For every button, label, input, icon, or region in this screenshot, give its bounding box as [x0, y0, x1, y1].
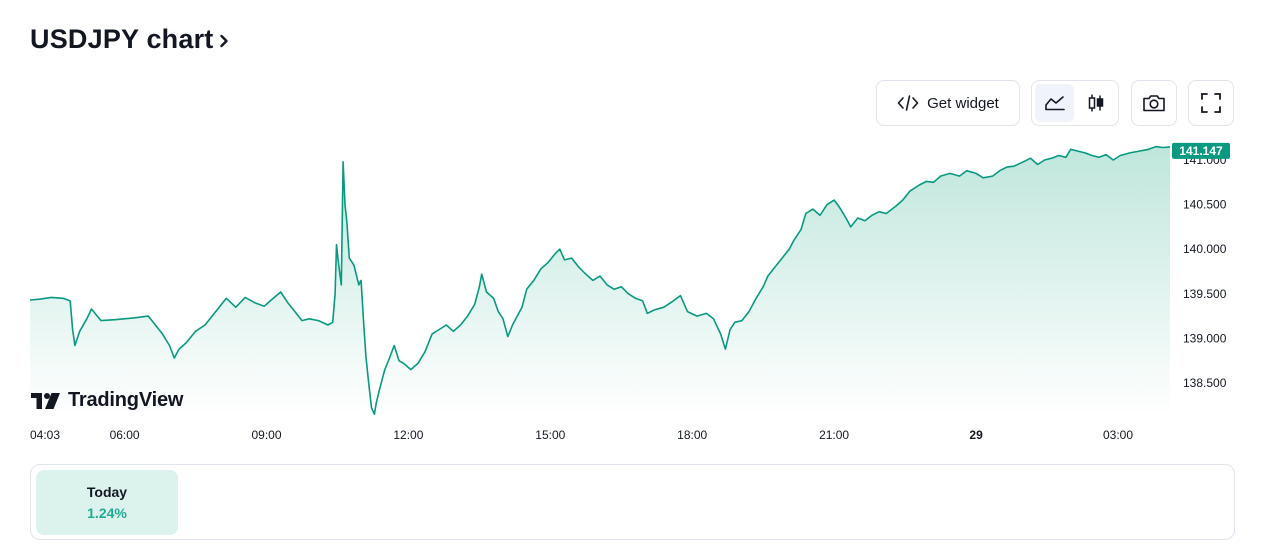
price-chart[interactable]: 141.000 140.500 140.000 139.500 139.000 138.5…	[0, 130, 1280, 450]
get-widget-button[interactable]: Get widget	[876, 80, 1020, 126]
x-tick-label: 09:00	[251, 428, 281, 442]
y-tick-label: 138.500	[1183, 376, 1227, 390]
candles-icon	[1088, 94, 1103, 112]
price-series-line	[29, 145, 1171, 415]
y-tick-label: 139.500	[1183, 287, 1227, 301]
x-tick-label: 06:00	[110, 428, 140, 442]
candles-style-button[interactable]	[1076, 84, 1115, 122]
screenshot-button[interactable]	[1131, 80, 1177, 126]
period-change: 1.24%	[87, 505, 127, 521]
x-tick-label: 18:00	[677, 428, 707, 442]
y-tick-label: 140.500	[1183, 198, 1227, 212]
price-chart-svg[interactable]: 141.000140.500140.000139.500139.000138.5…	[0, 130, 1280, 450]
chart-style-toggle	[1031, 80, 1119, 126]
tradingview-logo-icon	[31, 392, 60, 409]
get-widget-label: Get widget	[927, 94, 999, 112]
chevron-right-icon	[220, 34, 229, 48]
period-selector: Today 1.24%	[30, 464, 1235, 540]
last-price-label: 141.147	[1179, 144, 1223, 158]
x-tick-label: 15:00	[535, 428, 565, 442]
period-today-button[interactable]: Today 1.24%	[36, 470, 178, 535]
area-style-button[interactable]	[1035, 84, 1074, 122]
camera-icon	[1143, 95, 1165, 112]
fullscreen-button[interactable]	[1188, 80, 1234, 126]
code-icon	[897, 95, 919, 111]
fullscreen-icon	[1201, 93, 1221, 113]
area-chart-icon	[1044, 96, 1065, 111]
y-tick-label: 139.000	[1183, 331, 1227, 345]
y-tick-label: 140.000	[1183, 242, 1227, 256]
last-price-badge	[1172, 142, 1230, 159]
tradingview-logo[interactable]: TradingView	[31, 389, 183, 412]
page-title: USDJPY chart	[30, 24, 214, 54]
x-tick-label: 29	[969, 428, 983, 442]
price-area-fill	[30, 146, 1170, 415]
brand-name: TradingView	[68, 389, 184, 411]
chart-title-link[interactable]: USDJPY chart	[30, 24, 229, 55]
x-tick-label: 03:00	[1103, 428, 1133, 442]
period-label: Today	[86, 484, 128, 500]
x-tick-label: 04:03	[30, 428, 60, 442]
x-tick-label: 21:00	[819, 428, 849, 442]
x-tick-label: 12:00	[393, 428, 423, 442]
